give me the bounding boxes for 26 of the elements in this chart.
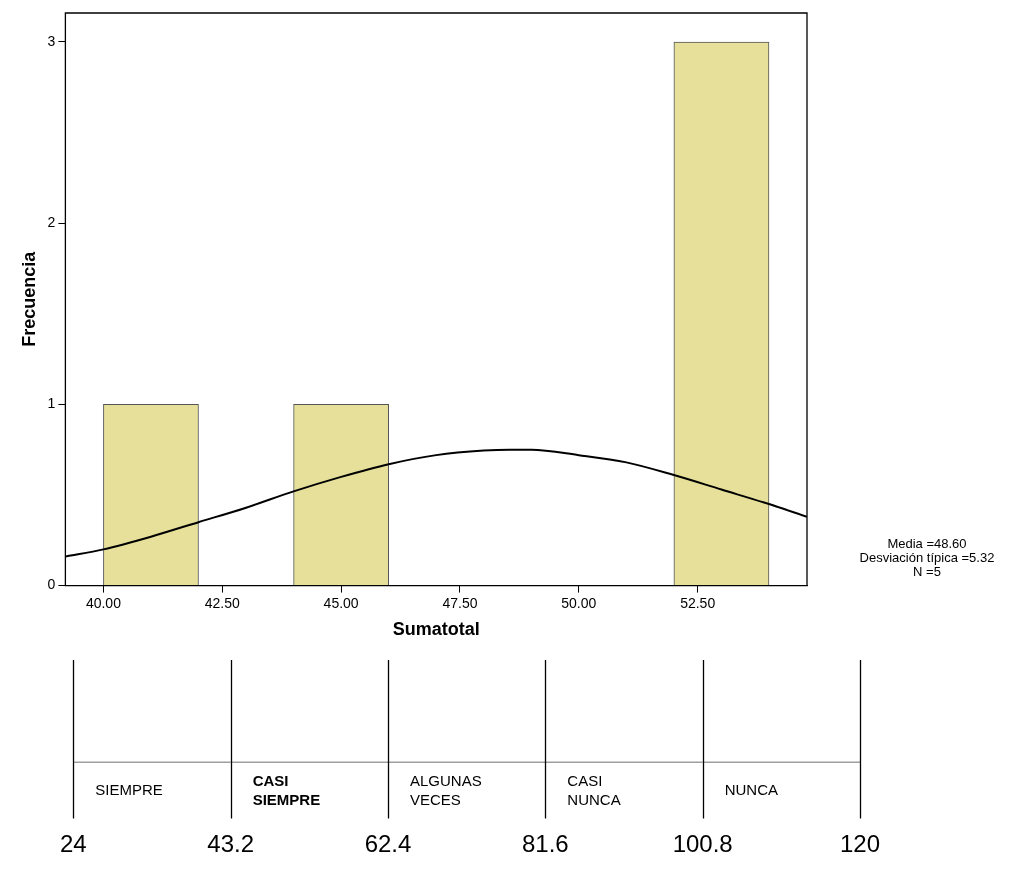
x-tick-label: 45.00 xyxy=(323,594,359,611)
x-tick-label: 43.2 xyxy=(207,829,255,857)
x-tick-label: 62.4 xyxy=(364,829,412,857)
series-label: NUNCA xyxy=(724,781,779,799)
x-tick-label: 47.50 xyxy=(442,594,478,611)
series-label: SIEMPRE xyxy=(95,781,163,799)
text: Media =48.60 xyxy=(887,535,967,551)
x-tick-label: 100.8 xyxy=(672,829,733,857)
text: Desviación típica =5.32 xyxy=(859,549,995,565)
series-label: CASI NUNCA xyxy=(567,772,621,809)
y-tick-label: 2 xyxy=(47,214,56,231)
x-tick-label: 52.50 xyxy=(680,594,716,611)
text: N =5 xyxy=(913,563,941,579)
x-tick-label: 42.50 xyxy=(204,594,240,611)
y-tick-label: 3 xyxy=(47,32,56,49)
series-label: ALGUNAS VECES xyxy=(410,772,482,809)
x-tick-label: 81.6 xyxy=(521,829,569,857)
x-tick-label: 24 xyxy=(60,829,87,857)
y-axis-title: Frecuencia xyxy=(18,250,39,347)
y-tick-label: 0 xyxy=(47,576,56,593)
x-axis-title: Sumatotal xyxy=(392,619,480,640)
series-label: CASI SIEMPRE xyxy=(252,772,321,809)
x-tick-label: 40.00 xyxy=(85,594,122,611)
x-tick-label: 120 xyxy=(839,829,881,857)
y-tick-label: 1 xyxy=(47,395,56,412)
x-tick-label: 50.00 xyxy=(561,594,597,611)
